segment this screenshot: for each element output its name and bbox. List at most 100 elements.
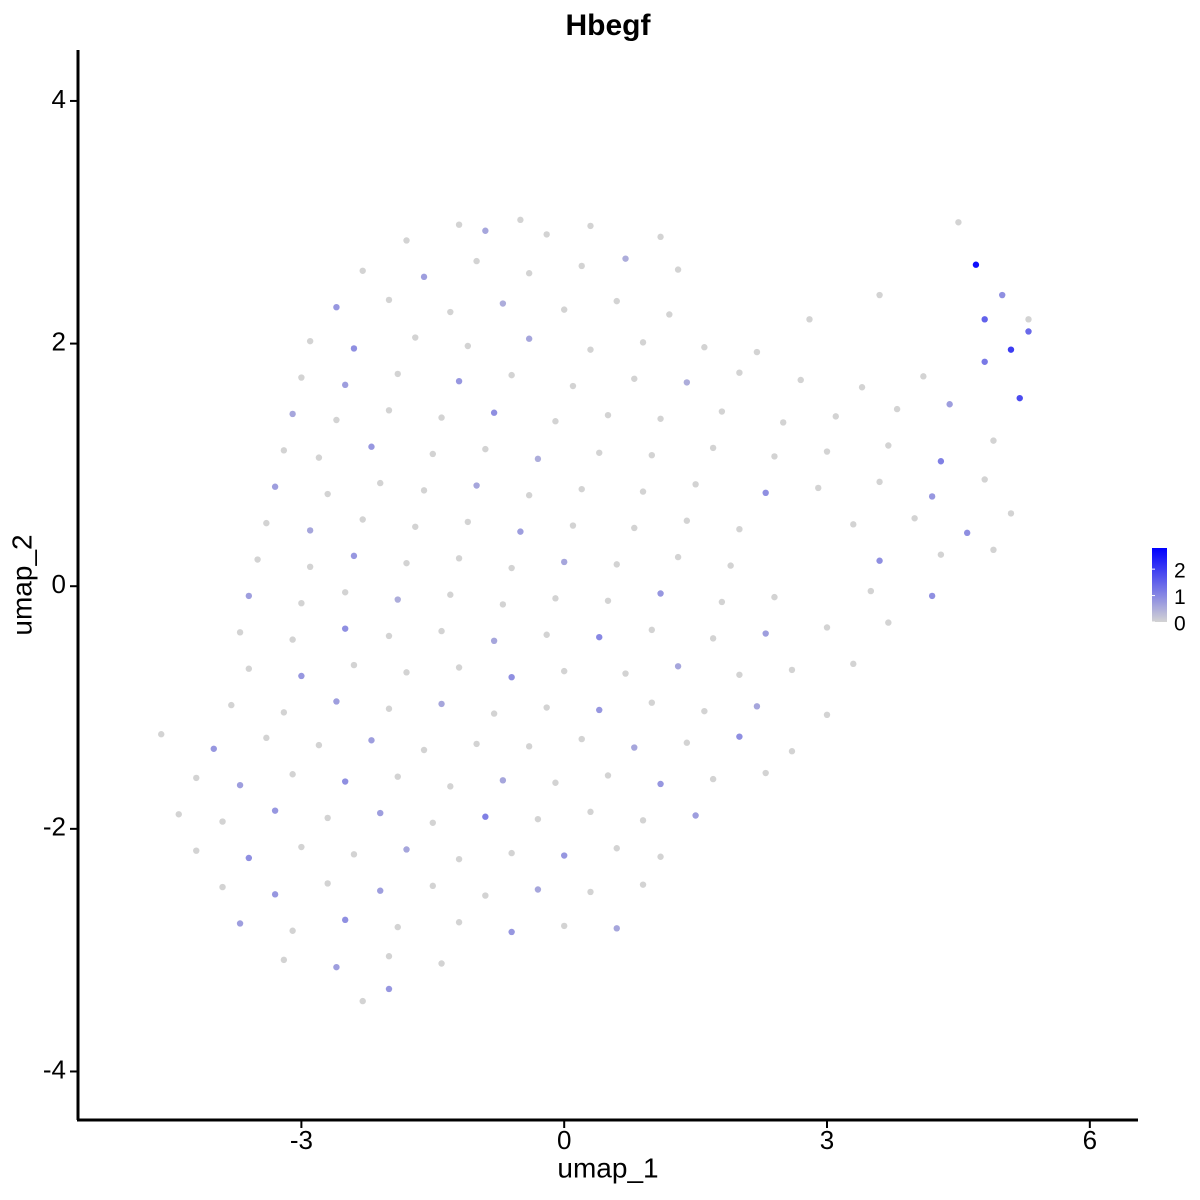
point (753, 348, 761, 356)
point (648, 699, 656, 706)
point (560, 667, 568, 675)
point (604, 411, 612, 419)
point (648, 626, 656, 634)
point (280, 709, 288, 716)
point (315, 741, 323, 749)
point (999, 291, 1006, 299)
point (701, 344, 708, 351)
point (447, 591, 454, 598)
point (736, 671, 743, 678)
point (324, 814, 331, 822)
point (674, 663, 682, 670)
point (587, 346, 594, 353)
point (315, 454, 323, 461)
point (806, 316, 813, 323)
point (622, 670, 629, 677)
point (429, 819, 436, 826)
point (893, 405, 901, 413)
point (236, 920, 244, 927)
point (850, 660, 857, 668)
y-tick-label: -4 (43, 1054, 66, 1084)
point (674, 266, 682, 273)
point (438, 627, 445, 635)
point (455, 221, 463, 228)
point (324, 880, 331, 887)
point (534, 815, 542, 823)
point (412, 523, 419, 530)
point (990, 546, 997, 554)
point (482, 892, 489, 899)
point (525, 335, 533, 342)
point (324, 490, 331, 498)
point (455, 555, 463, 562)
point (815, 484, 822, 492)
point (236, 629, 244, 636)
point (657, 590, 664, 597)
point (464, 342, 472, 350)
point (245, 665, 253, 672)
point (420, 487, 428, 494)
point (508, 928, 515, 936)
point (823, 624, 831, 631)
point (981, 358, 988, 365)
point (683, 517, 691, 524)
point (298, 843, 305, 851)
point (578, 735, 585, 743)
point (560, 922, 568, 930)
point (596, 449, 603, 456)
point (447, 783, 454, 790)
point (455, 377, 463, 385)
point (762, 630, 769, 637)
point (219, 818, 226, 825)
colorbar-tick-label: 2 (1174, 560, 1186, 583)
point (543, 231, 550, 238)
colorbar-tick-label: 0 (1174, 613, 1186, 636)
point (762, 769, 769, 777)
point (473, 740, 480, 748)
point (604, 772, 612, 779)
point (560, 558, 568, 566)
point (639, 881, 647, 888)
point (333, 416, 340, 424)
point (499, 601, 507, 608)
point (613, 845, 620, 852)
point (876, 291, 883, 299)
point (788, 748, 796, 755)
point (359, 267, 366, 274)
point (385, 296, 393, 304)
point (876, 478, 883, 486)
point (596, 633, 603, 641)
point (385, 705, 393, 712)
point (210, 745, 217, 752)
point (534, 886, 542, 893)
point (937, 551, 945, 558)
point (420, 273, 428, 281)
point (552, 779, 559, 786)
point (289, 410, 296, 418)
point (631, 744, 638, 751)
point (736, 369, 743, 376)
point (455, 919, 463, 926)
point (525, 492, 533, 499)
point (280, 956, 288, 964)
point (394, 370, 401, 378)
points (158, 216, 1032, 1005)
point (508, 564, 515, 572)
point (709, 635, 717, 642)
point (350, 345, 358, 352)
point (736, 525, 743, 533)
point (771, 453, 778, 460)
y-tick-label: 2 (52, 326, 66, 356)
point (709, 775, 717, 783)
point (762, 489, 769, 497)
point (429, 450, 436, 458)
point (525, 743, 533, 750)
point (193, 774, 200, 782)
point (1007, 510, 1015, 517)
point (508, 371, 515, 379)
point (885, 442, 892, 449)
point (543, 631, 550, 638)
point (359, 997, 366, 1005)
point (333, 963, 340, 971)
